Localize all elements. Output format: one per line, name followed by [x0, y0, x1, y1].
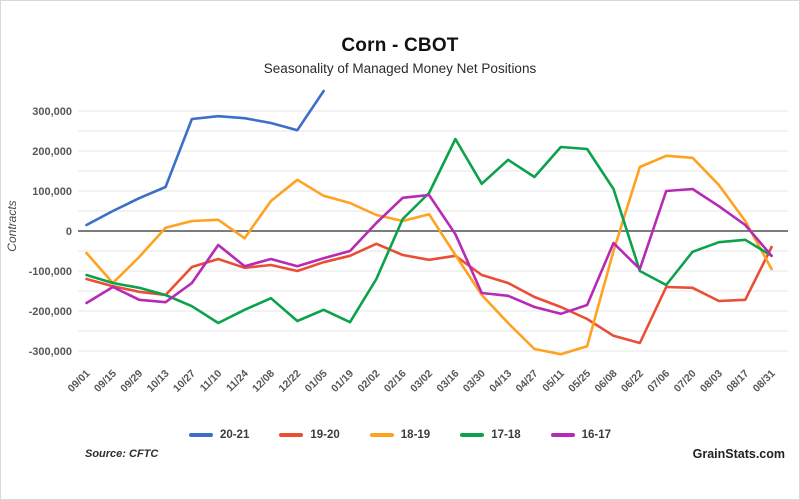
legend-item-17-18: 17-18 [460, 429, 521, 441]
x-tick-label: 02/16 [382, 368, 409, 395]
x-tick-label: 08/31 [751, 368, 778, 395]
y-tick-label: -300,000 [29, 346, 72, 358]
legend-label: 18-19 [400, 429, 431, 441]
y-tick-label: 0 [66, 226, 72, 238]
x-tick-label: 08/03 [698, 368, 725, 395]
x-tick-label: 06/08 [593, 368, 620, 395]
legend-swatch [550, 433, 575, 437]
x-tick-label: 01/19 [329, 368, 356, 395]
x-tick-label: 03/30 [461, 368, 488, 395]
legend-label: 19-20 [310, 429, 340, 441]
legend: 20-21 19-20 18-19 17-18 16-17 [1, 429, 799, 441]
x-tick-label: 09/01 [66, 368, 93, 395]
x-tick-label: 09/15 [92, 368, 119, 395]
y-tick-label: 200,000 [32, 146, 72, 158]
series-line-17-18 [85, 137, 773, 325]
x-tick-label: 04/13 [487, 368, 514, 395]
x-tick-label: 12/08 [250, 368, 277, 395]
x-tick-label: 11/10 [198, 368, 225, 395]
x-tick-label: 03/02 [408, 368, 435, 395]
x-tick-label: 01/05 [303, 368, 330, 395]
x-tick-label: 11/24 [224, 368, 251, 395]
x-tick-label: 02/02 [355, 368, 382, 395]
x-tick-label: 04/27 [514, 368, 541, 395]
y-tick-label: 100,000 [32, 186, 72, 198]
legend-swatch [279, 433, 304, 437]
x-tick-label: 09/29 [118, 368, 145, 395]
legend-label: 20-21 [219, 429, 250, 441]
x-tick-label: 03/16 [434, 368, 461, 395]
y-tick-label: -200,000 [29, 306, 72, 318]
legend-label: 17-18 [491, 429, 521, 441]
legend-swatch [460, 433, 485, 437]
legend-label: 16-17 [581, 429, 612, 441]
series-line-20-21 [85, 89, 325, 227]
legend-item-19-20: 19-20 [279, 429, 340, 441]
x-tick-label: 05/25 [566, 368, 593, 395]
chart-subtitle: Seasonality of Managed Money Net Positio… [263, 61, 537, 76]
x-tick-label: 10/13 [145, 368, 172, 395]
legend-item-20-21: 20-21 [188, 429, 250, 441]
x-tick-label: 07/06 [645, 368, 672, 395]
legend-item-18-19: 18-19 [369, 429, 431, 441]
legend-item-16-17: 16-17 [550, 429, 612, 441]
line-chart: 300,000 200,000 100,000 0 -100,000 -200,000 -3… [29, 89, 788, 395]
y-tick-label: -100,000 [29, 266, 72, 278]
x-tick-label: 06/22 [619, 368, 646, 395]
chart-title: Corn - CBOT [341, 35, 459, 56]
x-tick-label: 12/22 [276, 368, 303, 395]
x-tick-label: 10/27 [171, 368, 198, 395]
x-tick-label: 07/20 [672, 368, 699, 395]
y-tick-label: 300,000 [32, 106, 72, 118]
x-tick-label: 08/17 [724, 368, 751, 395]
source-note: Source: CFTC [85, 448, 159, 460]
x-tick-label: 05/11 [540, 368, 567, 395]
legend-swatch [188, 433, 213, 437]
series-line-18-19 [85, 154, 773, 356]
series-line-16-17 [85, 187, 773, 316]
brand: GrainStats.com [692, 447, 785, 461]
legend-swatch [369, 433, 394, 437]
series-line-19-20 [85, 242, 773, 345]
